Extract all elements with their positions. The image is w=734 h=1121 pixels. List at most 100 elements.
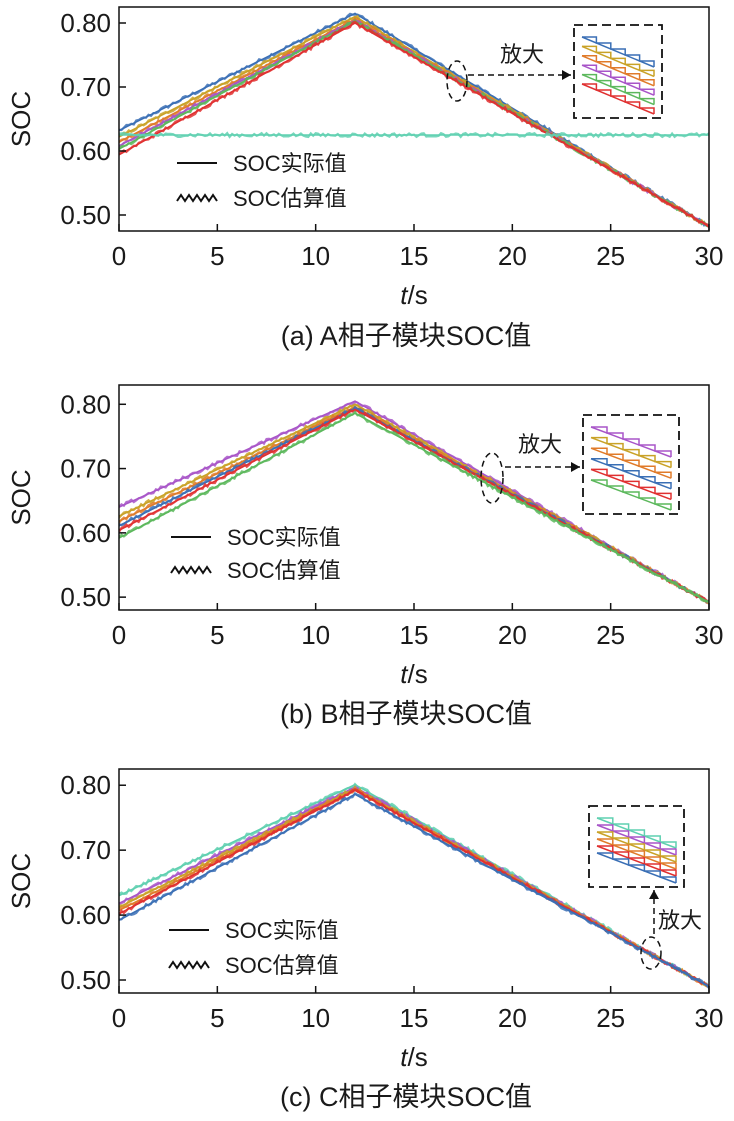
zoom-actual-trace (590, 479, 672, 511)
y-tick-label: 0.80 (60, 389, 111, 419)
zoom-estimated-trace (591, 447, 672, 479)
zoom-estimated-trace (591, 479, 672, 510)
zoom-arrow-head (649, 890, 659, 899)
zoom-actual-trace (590, 426, 672, 458)
legend-actual-label: SOC实际值 (233, 151, 347, 176)
x-axis-label: t/s (400, 659, 427, 689)
y-tick-label: 0.50 (60, 582, 111, 612)
zoom-actual-trace (590, 468, 672, 501)
x-tick-label: 5 (210, 241, 224, 271)
x-tick-label: 10 (301, 1003, 330, 1033)
legend-estimated-label: SOC估算值 (233, 186, 347, 211)
zoom-arrow-head (571, 462, 580, 472)
x-axis-label-var: t (400, 659, 409, 689)
y-axis-label: SOC (6, 91, 36, 147)
x-tick-label: 20 (498, 1003, 527, 1033)
y-axis-label: SOC (6, 469, 36, 525)
series-group (119, 12, 709, 229)
x-tick-label: 15 (400, 1003, 429, 1033)
chart-panel-2: 0 5 10 15 20 25 30 0.50 0.60 0.70 0.80 SOC t/s (b) B相… (6, 384, 724, 729)
zoom-actual-trace (596, 845, 677, 877)
x-tick-label: 10 (301, 241, 330, 271)
zoom-actual-trace (590, 436, 672, 469)
x-tick-label: 5 (210, 1003, 224, 1033)
zoom-estimated-trace (597, 831, 677, 862)
y-axis-label: SOC (6, 853, 36, 909)
x-tick-label: 25 (596, 241, 625, 271)
y-tick-label: 0.50 (60, 965, 111, 995)
x-tick-label: 25 (596, 1003, 625, 1033)
zoom-actual-trace (596, 824, 677, 856)
zoom-estimated-trace (582, 83, 655, 114)
zoom-estimated-trace (597, 838, 677, 869)
x-tick-label: 0 (112, 1003, 126, 1033)
zoom-actual-trace (581, 83, 655, 115)
x-tick-label: 0 (112, 620, 126, 650)
legend-estimated-label: SOC估算值 (227, 558, 341, 583)
x-axis-label-var: t (400, 1042, 409, 1072)
zoom-region-marker (640, 936, 662, 970)
x-tick-label: 20 (498, 241, 527, 271)
zoom-actual-trace (581, 64, 655, 96)
series-group (119, 782, 709, 989)
legend-estimated-label: SOC估算值 (225, 953, 339, 978)
y-tick-label: 0.80 (60, 8, 111, 38)
zoom-estimated-trace (591, 468, 672, 500)
legend-estimated-swatch (170, 565, 212, 575)
zoom-estimated-trace (582, 55, 655, 86)
chart-panel-3: 0 5 10 15 20 25 30 0.50 0.60 0.70 0.80 SOC t/s (c) C相… (6, 768, 724, 1112)
x-tick-label: 0 (112, 241, 126, 271)
legend-estimated-swatch (176, 193, 218, 203)
zoom-actual-trace (596, 831, 677, 863)
zoom-estimated-trace (591, 436, 672, 468)
zoom-estimated-trace (582, 64, 655, 96)
zoom-arrow-head (562, 70, 571, 80)
x-tick-label: 20 (498, 620, 527, 650)
y-tick-label: 0.70 (60, 72, 111, 102)
x-tick-label: 30 (695, 1003, 724, 1033)
x-axis-label-var: t (400, 280, 409, 310)
x-axis-label-unit: /s (408, 1042, 428, 1072)
x-tick-label: 15 (400, 620, 429, 650)
x-axis-label: t/s (400, 280, 427, 310)
panel-caption: (a) A相子模块SOC值 (281, 321, 532, 351)
zoom-estimated-trace (582, 73, 655, 105)
zoom-estimated-trace (597, 852, 677, 883)
zoom-estimated-trace (591, 458, 672, 489)
y-tick-label: 0.60 (60, 136, 111, 166)
zoom-estimated-trace (582, 36, 655, 67)
zoom-estimated-trace (597, 845, 677, 876)
x-axis-label: t/s (400, 1042, 427, 1072)
legend-estimated-swatch (168, 960, 210, 970)
x-axis-label-unit: /s (408, 659, 428, 689)
y-tick-label: 0.50 (60, 200, 111, 230)
zoom-label: 放大 (500, 42, 544, 67)
y-tick-label: 0.60 (60, 518, 111, 548)
zoom-actual-trace (581, 73, 655, 106)
legend-actual-label: SOC实际值 (227, 525, 341, 550)
legend-actual-label: SOC实际值 (225, 918, 339, 943)
zoom-label: 放大 (658, 908, 702, 933)
series-actual-6 (119, 412, 709, 604)
zoom-actual-trace (596, 852, 677, 884)
zoom-actual-trace (590, 458, 672, 490)
zoom-actual-trace (596, 817, 677, 849)
zoom-actual-trace (596, 838, 677, 870)
zoom-actual-trace (581, 45, 655, 78)
x-tick-label: 30 (695, 620, 724, 650)
x-tick-label: 25 (596, 620, 625, 650)
zoom-actual-trace (590, 447, 672, 479)
series-actual-6 (119, 793, 709, 988)
y-tick-label: 0.60 (60, 900, 111, 930)
x-axis-label-unit: /s (408, 280, 428, 310)
zoom-region-marker (446, 60, 468, 102)
y-tick-label: 0.70 (60, 835, 111, 865)
zoom-estimated-trace (582, 45, 655, 77)
zoom-estimated-trace (597, 824, 677, 855)
series-actual-5 (119, 789, 709, 988)
zoom-actual-trace (581, 36, 655, 68)
panel-caption: (c) C相子模块SOC值 (280, 1082, 532, 1112)
y-tick-label: 0.70 (60, 454, 111, 484)
x-tick-label: 30 (695, 241, 724, 271)
